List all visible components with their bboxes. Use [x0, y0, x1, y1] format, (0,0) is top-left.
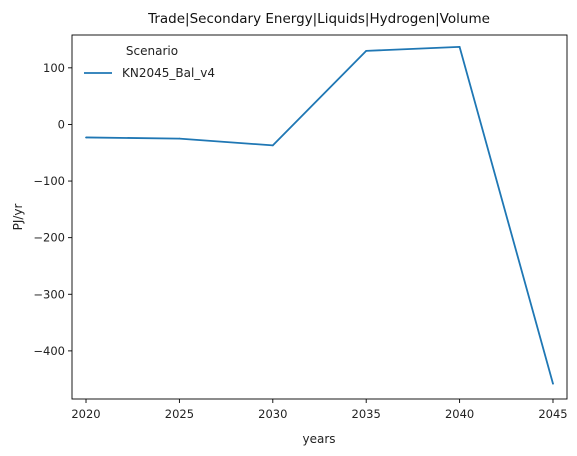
plot-frame — [71, 34, 568, 400]
series-line-0 — [85, 45, 554, 384]
y-tick-label: −200 — [33, 231, 65, 245]
x-tick-label: 2025 — [165, 407, 194, 421]
y-tick-label: −100 — [33, 174, 65, 188]
x-tick-label: 2020 — [71, 407, 100, 421]
y-tick-label: −300 — [33, 287, 65, 301]
legend-entry-label: KN2045_Bal_v4 — [122, 66, 215, 80]
x-tick-label: 2040 — [445, 407, 474, 421]
data-point — [271, 144, 274, 147]
data-point — [178, 137, 181, 140]
x-axis-label: years — [302, 432, 335, 446]
series-layer — [85, 45, 554, 385]
y-axis-label: PJ/yr — [11, 204, 25, 231]
x-tick-label: 2035 — [352, 407, 381, 421]
x-tick-label: 2045 — [538, 407, 567, 421]
legend: Scenario KN2045_Bal_v4 — [84, 44, 215, 80]
y-axis: 100 0 −100 −200 −300 −400 — [33, 61, 72, 358]
y-tick-label: 0 — [58, 117, 65, 131]
data-point — [85, 136, 87, 139]
x-axis: 2020 2025 2030 2035 2040 2045 — [71, 399, 568, 421]
data-point — [365, 49, 368, 52]
data-point — [458, 45, 461, 48]
x-tick-label: 2030 — [258, 407, 287, 421]
data-point — [552, 382, 554, 385]
y-tick-label: 100 — [43, 61, 65, 75]
legend-title: Scenario — [126, 44, 178, 58]
chart-title: Trade|Secondary Energy|Liquids|Hydrogen|… — [147, 11, 490, 27]
y-tick-label: −400 — [33, 344, 65, 358]
